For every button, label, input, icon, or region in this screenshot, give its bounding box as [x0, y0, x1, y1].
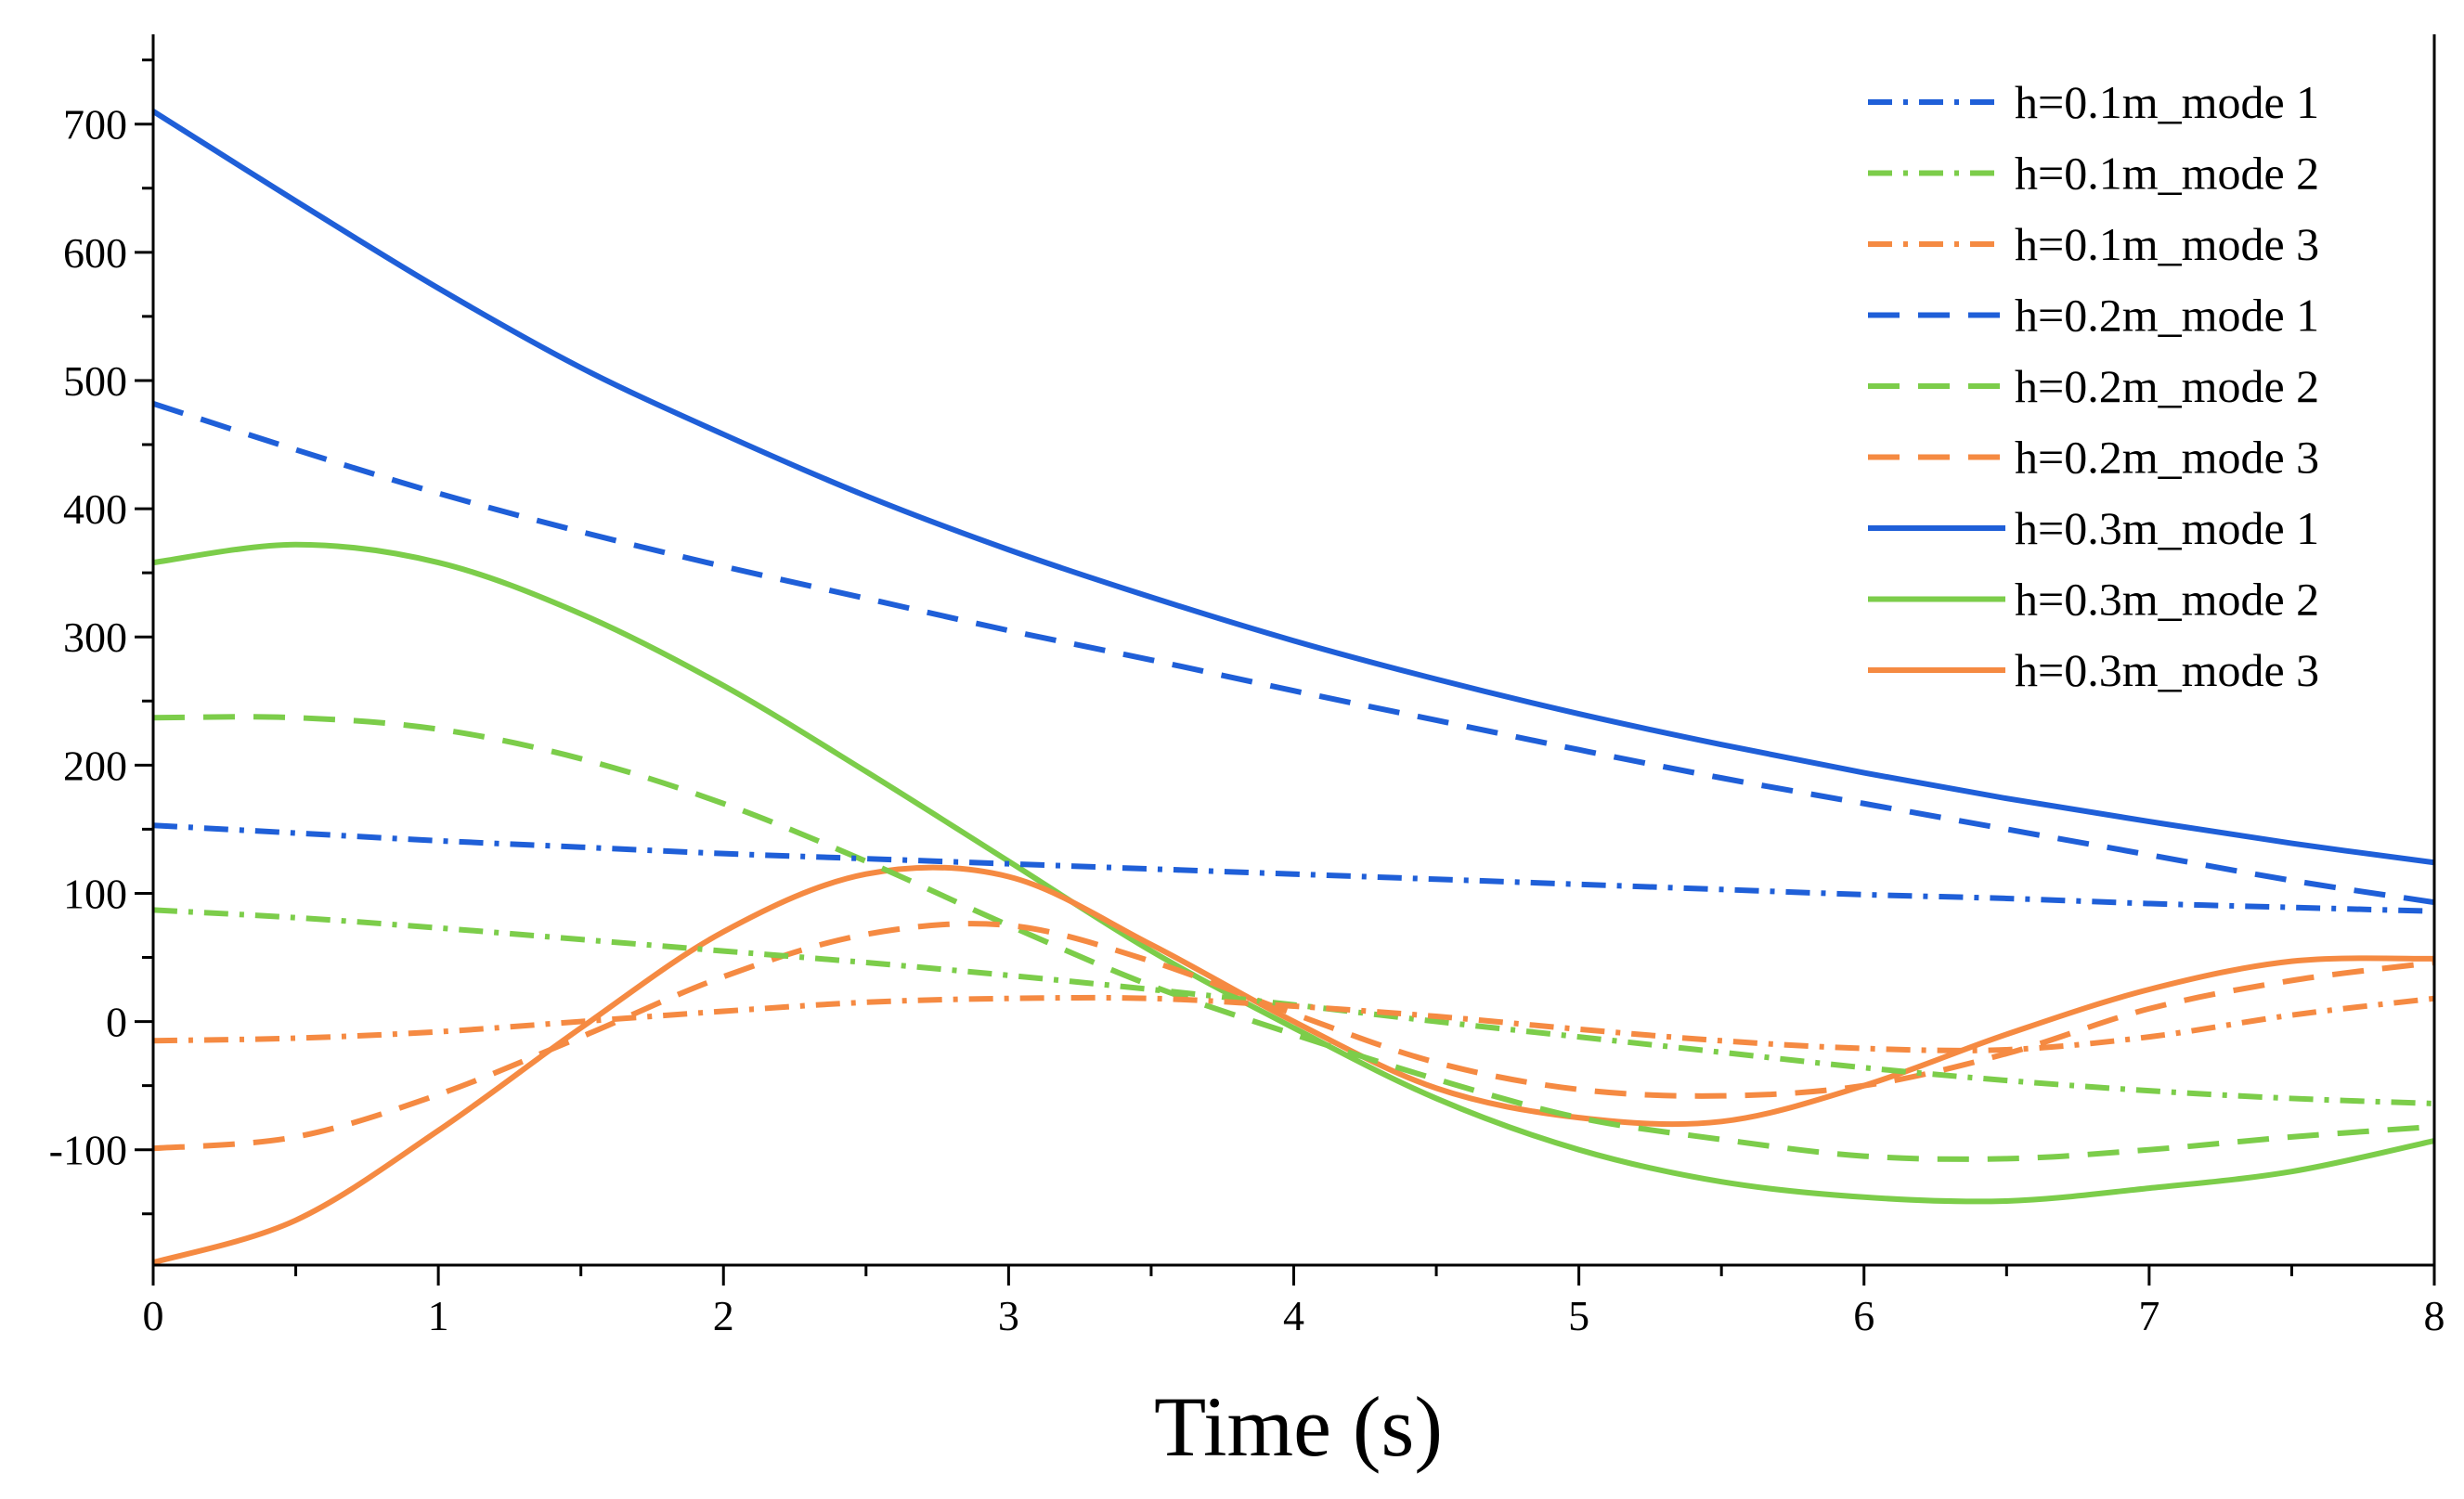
x-tick-label: 1 [428, 1292, 449, 1339]
axes: 0 1 2 3 4 5 6 7 8 -100 0 100 200 300 400 500 600 700 Time … [49, 34, 2445, 1474]
y-tick-label: 200 [63, 742, 127, 789]
legend-label-7: h=0.3m_mode 1 [2015, 502, 2319, 554]
legend-label-3: h=0.1m_mode 3 [2015, 218, 2319, 270]
y-tick-label: 100 [63, 870, 127, 917]
series-line-9 [153, 864, 2434, 1265]
legend-label-6: h=0.2m_mode 3 [2015, 432, 2319, 484]
series-line-6 [153, 921, 2434, 1152]
legend-label-8: h=0.3m_mode 2 [2015, 574, 2319, 626]
y-tick-label: 700 [63, 101, 127, 149]
x-tick-label: 8 [2424, 1292, 2445, 1339]
x-tick-label: 4 [1283, 1292, 1304, 1339]
y-tick-label: 500 [63, 357, 127, 405]
y-tick-label: 300 [63, 614, 127, 661]
series-line-3 [153, 994, 2434, 1053]
legend-label-4: h=0.2m_mode 1 [2015, 290, 2319, 342]
legend-label-5: h=0.2m_mode 2 [2015, 360, 2319, 412]
legend-label-1: h=0.1m_mode 1 [2015, 76, 2319, 128]
legend-label-9: h=0.3m_mode 3 [2015, 644, 2319, 696]
x-tick-label: 2 [713, 1292, 734, 1339]
series-line-8 [153, 541, 2434, 1205]
x-tick-label: 6 [1853, 1292, 1874, 1339]
series-group [153, 109, 2434, 1265]
legend: h=0.1m_mode 1 h=0.1m_mode 2 h=0.1m_mode 3 h… [1868, 76, 2319, 696]
y-tick-label: 400 [63, 485, 127, 533]
x-axis-title: Time (s) [1154, 1379, 1443, 1474]
x-tick-label: 3 [998, 1292, 1019, 1339]
y-tick-label: 600 [63, 229, 127, 277]
plot-area [153, 109, 2434, 1265]
y-tick-label: -100 [49, 1127, 127, 1174]
series-line-5 [153, 714, 2434, 1162]
x-tick-label: 5 [1568, 1292, 1589, 1339]
series-line-1 [153, 822, 2434, 914]
series-line-4 [153, 400, 2434, 906]
legend-label-2: h=0.1m_mode 2 [2015, 148, 2319, 200]
series-line-7 [153, 109, 2434, 866]
x-tick-label: 0 [143, 1292, 164, 1339]
y-tick-label: 0 [106, 999, 127, 1046]
x-tick-label: 7 [2138, 1292, 2159, 1339]
